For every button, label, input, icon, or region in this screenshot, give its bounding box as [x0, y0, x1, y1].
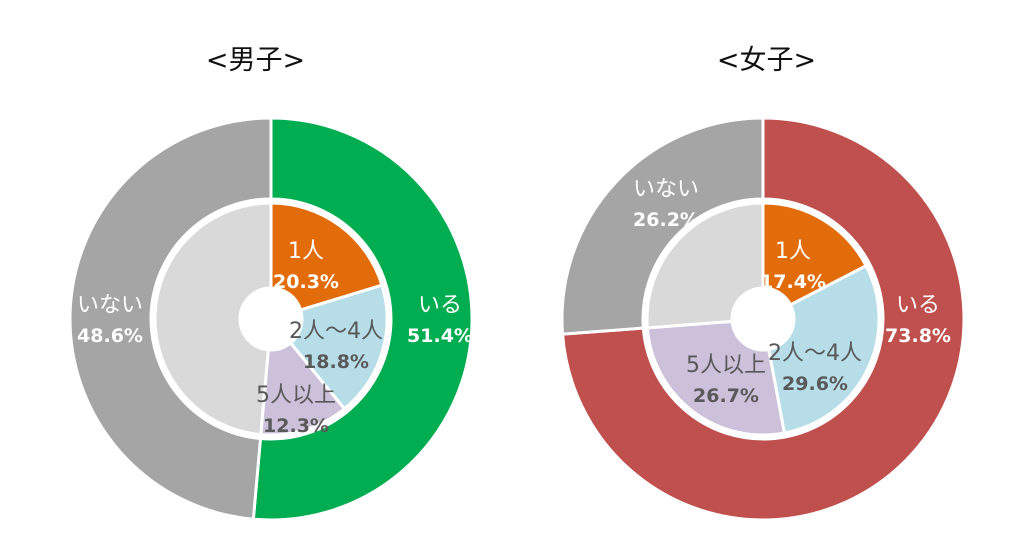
outer-label-0-name: いる — [418, 293, 462, 318]
donut-chart-female: いる 73.8% いない 26.2% 1人 17.4% 2人〜4人 29.6% 5人以上 26.7… — [560, 116, 966, 522]
inner-label-2-value: 12.3% — [263, 415, 329, 437]
inner-label-2-value: 26.7% — [693, 385, 759, 407]
outer-label-1-value: 48.6% — [77, 325, 143, 347]
chart-title: <女子> — [716, 45, 817, 76]
outer-label-0: いる 73.8% — [885, 293, 951, 347]
inner-label-1: 2人〜4人 18.8% — [289, 319, 383, 373]
inner-label-1-name: 2人〜4人 — [768, 341, 862, 366]
donut-hole — [240, 288, 302, 350]
inner-label-1-name: 2人〜4人 — [289, 319, 383, 344]
inner-label-2-name: 5人以上 — [256, 383, 336, 408]
outer-label-0-value: 51.4% — [407, 325, 473, 347]
outer-label-0-name: いる — [896, 293, 940, 318]
outer-label-1-name: いない — [77, 293, 143, 318]
inner-label-0: 1人 20.3% — [273, 239, 339, 293]
outer-label-1-name: いない — [633, 177, 699, 202]
donut-chart-male: いる 51.4% いない 48.6% 1人 20.3% 2人〜4人 18.8% 5人以上 12.3… — [68, 116, 474, 522]
inner-label-0-value: 20.3% — [273, 271, 339, 293]
outer-slice-0 — [251, 116, 474, 522]
inner-label-0: 1人 17.4% — [760, 239, 826, 293]
outer-slice-1 — [68, 116, 273, 521]
chart-male: <男子> いる 51.4% いない 48.6% 1人 20.3% 2人〜4人 18.8% 5人以… — [68, 45, 474, 522]
inner-label-0-name: 1人 — [288, 239, 324, 264]
chart-female: <女子> いる 73.8% いない 26.2% 1人 17.4% 2人〜4人 29.6% 5人以… — [511, 0, 1022, 559]
inner-label-2-name: 5人以上 — [686, 353, 766, 378]
outer-label-0: いる 51.4% — [407, 293, 473, 347]
inner-label-0-value: 17.4% — [760, 271, 826, 293]
inner-slice-1 — [288, 283, 389, 411]
inner-label-1-value: 18.8% — [303, 351, 369, 373]
inner-label-1: 2人〜4人 29.6% — [768, 341, 862, 395]
outer-label-1: いない 26.2% — [633, 177, 699, 231]
inner-label-2: 5人以上 12.3% — [256, 383, 336, 437]
outer-label-1-value: 26.2% — [633, 209, 699, 231]
chart-title: <男子> — [205, 45, 306, 76]
inner-label-2: 5人以上 26.7% — [686, 353, 766, 407]
inner-label-1-value: 29.6% — [782, 373, 848, 395]
inner-label-0-name: 1人 — [775, 239, 811, 264]
outer-slice-0 — [560, 116, 966, 522]
outer-label-1: いない 48.6% — [77, 293, 143, 347]
outer-slice-1 — [560, 116, 765, 336]
donut-hole — [732, 288, 794, 350]
outer-label-0-value: 73.8% — [885, 325, 951, 347]
